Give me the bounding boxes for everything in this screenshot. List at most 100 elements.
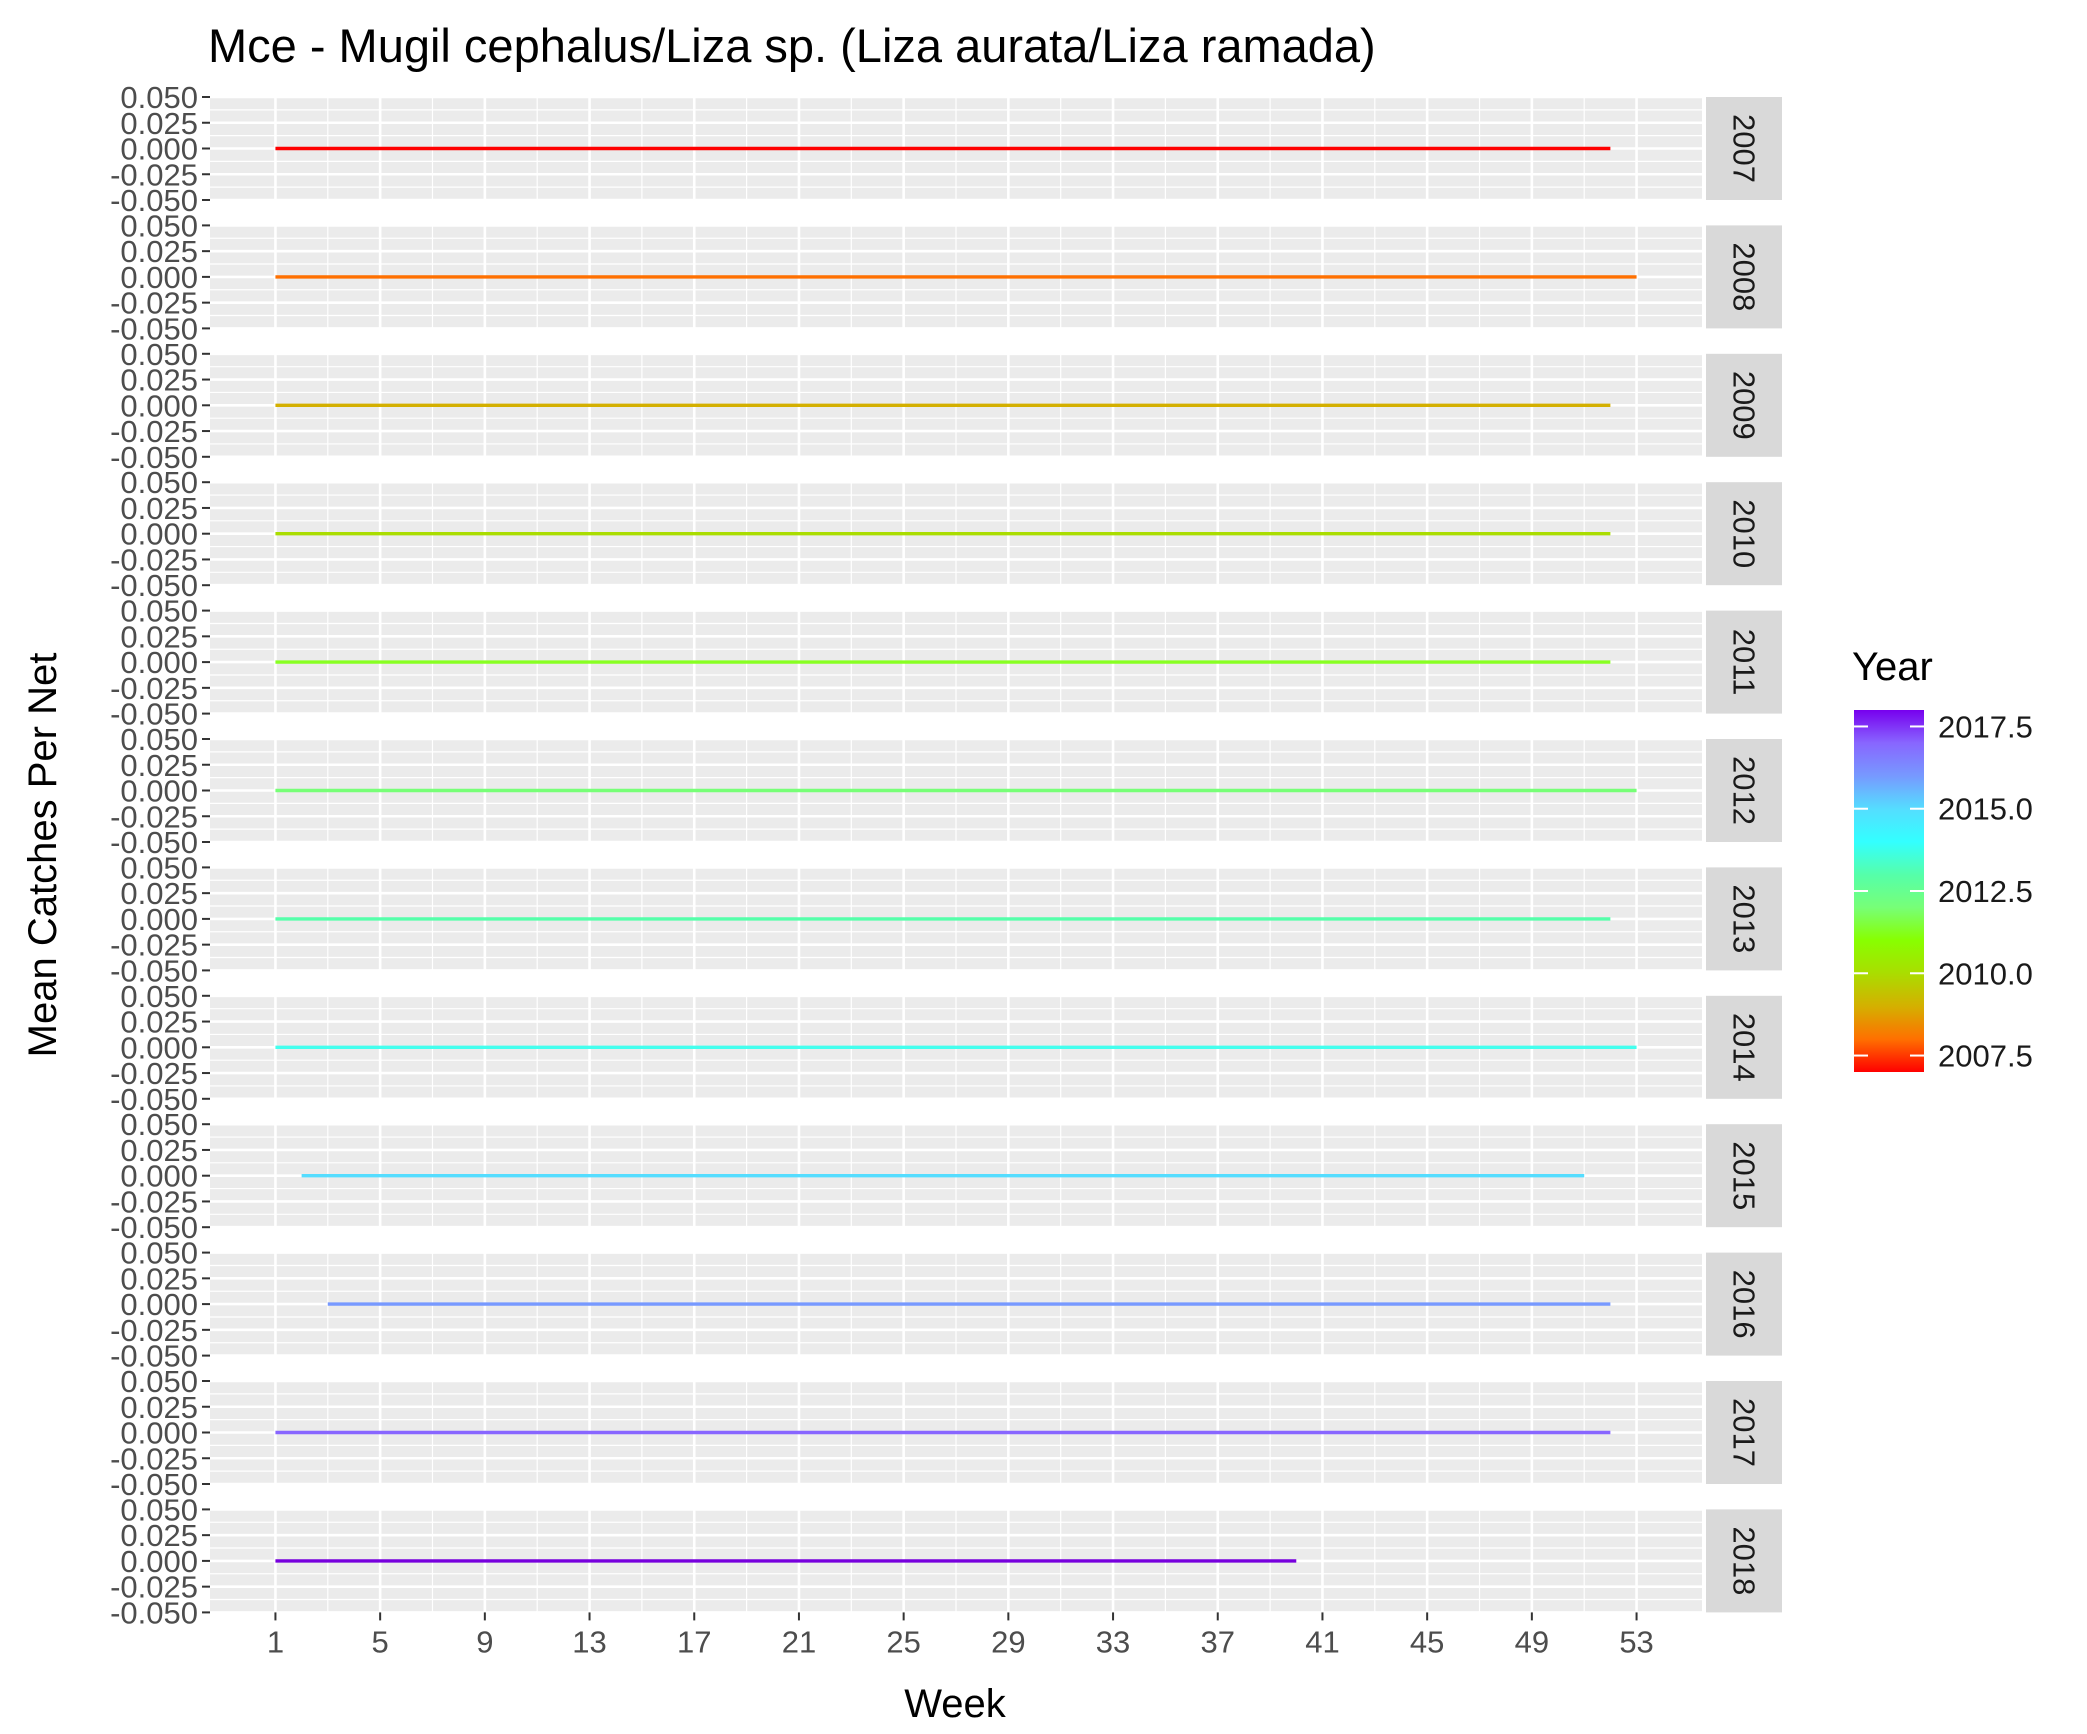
y-tick-label: -0.025 (110, 542, 198, 577)
y-tick-label: -0.050 (110, 568, 198, 603)
y-tick-label: 0.050 (120, 850, 198, 885)
facet-strip-label: 2008 (1727, 242, 1762, 311)
y-tick-label: 0.025 (120, 876, 198, 911)
y-tick-label: 0.000 (120, 1416, 198, 1451)
legend-tick-label: 2015.0 (1938, 792, 2033, 827)
y-tick-label: -0.050 (110, 953, 198, 988)
facet-strip (1706, 995, 1782, 1099)
facet-strip (1706, 482, 1782, 586)
y-tick-label: 0.000 (120, 902, 198, 937)
y-tick-label: 0.050 (120, 1492, 198, 1527)
y-axis-title: Mean Catches Per Net (21, 653, 65, 1058)
y-tick-label: 0.025 (120, 234, 198, 269)
y-tick-label: 0.050 (120, 1364, 198, 1399)
facet-strip (1706, 353, 1782, 457)
y-tick-label: 0.050 (120, 1236, 198, 1271)
y-tick-label: -0.025 (110, 414, 198, 449)
x-tick-label: 25 (886, 1624, 920, 1659)
legend: Year 2007.5 2010.0 2012.5 2015.0 2017.5 (1852, 645, 2033, 1074)
y-tick-label: -0.025 (110, 1313, 198, 1348)
facet-strip (1706, 1509, 1782, 1613)
y-tick-label: -0.050 (110, 311, 198, 346)
x-tick-label: 49 (1515, 1624, 1549, 1659)
legend-title: Year (1852, 645, 1933, 689)
y-tick-label: -0.025 (110, 1056, 198, 1091)
y-tick-label: 0.025 (120, 491, 198, 526)
y-tick-label: -0.050 (110, 1467, 198, 1502)
y-tick-label: -0.050 (110, 1082, 198, 1117)
y-tick-label: 0.050 (120, 979, 198, 1014)
x-tick-label: 41 (1305, 1624, 1339, 1659)
x-tick-label: 21 (782, 1624, 816, 1659)
y-tick-label: 0.000 (120, 645, 198, 680)
y-tick-label: 0.050 (120, 208, 198, 243)
y-tick-label: 0.025 (120, 1261, 198, 1296)
y-tick-label: -0.050 (110, 1210, 198, 1245)
y-tick-label: -0.050 (110, 440, 198, 475)
facet-strip-label: 2007 (1727, 114, 1762, 183)
x-tick-label: 45 (1410, 1624, 1444, 1659)
x-tick-label: 13 (572, 1624, 606, 1659)
facet-strip-label: 2010 (1727, 499, 1762, 568)
y-tick-label: 0.025 (120, 619, 198, 654)
y-tick-label: -0.025 (110, 157, 198, 192)
y-tick-label: 0.000 (120, 1544, 198, 1579)
y-tick-label: 0.050 (120, 594, 198, 629)
y-tick-label: 0.025 (120, 1390, 198, 1425)
y-tick-label: -0.050 (110, 1339, 198, 1374)
y-tick-label: -0.025 (110, 1184, 198, 1219)
y-tick-label: 0.000 (120, 774, 198, 809)
facet-strip-label: 2011 (1727, 629, 1762, 696)
facet-strip-label: 2012 (1727, 756, 1762, 825)
legend-tick-label: 2010.0 (1938, 956, 2033, 991)
facet-strip (1706, 97, 1782, 200)
facet-strip (1706, 610, 1782, 714)
y-tick-label: -0.025 (110, 799, 198, 834)
y-tick-label: 0.025 (120, 363, 198, 398)
x-tick-label: 29 (991, 1624, 1025, 1659)
y-tick-label: 0.000 (120, 260, 198, 295)
chart-title: Mce - Mugil cephalus/Liza sp. (Liza aura… (208, 19, 1376, 72)
facet-strip-label: 2014 (1727, 1013, 1762, 1082)
x-tick-label: 9 (476, 1624, 493, 1659)
facet-strip (1706, 225, 1782, 329)
facet-strip-label: 2017 (1727, 1398, 1762, 1467)
x-axis-title: Week (904, 1682, 1007, 1726)
y-tick-label: 0.025 (120, 748, 198, 783)
y-tick-label: 0.000 (120, 1287, 198, 1322)
y-tick-label: 0.025 (120, 1005, 198, 1040)
x-tick-label: 33 (1096, 1624, 1130, 1659)
facet-strip-label: 2013 (1727, 884, 1762, 953)
y-tick-label: 0.050 (120, 465, 198, 500)
y-tick-label: 0.000 (120, 517, 198, 552)
facet-strip-label: 2018 (1727, 1526, 1762, 1595)
y-tick-label: 0.000 (120, 132, 198, 167)
x-tick-label: 1 (267, 1624, 284, 1659)
x-tick-label: 17 (677, 1624, 711, 1659)
legend-tick-label: 2007.5 (1938, 1039, 2033, 1074)
x-tick-label: 53 (1619, 1624, 1653, 1659)
facet-strip (1706, 1252, 1782, 1356)
y-tick-label: -0.050 (110, 825, 198, 860)
y-tick-label: -0.050 (110, 183, 198, 218)
facet-strip (1706, 1381, 1782, 1484)
y-tick-label: 0.000 (120, 388, 198, 423)
y-tick-label: 0.000 (120, 1159, 198, 1194)
facet-strip (1706, 1124, 1782, 1228)
y-tick-label: -0.025 (110, 1570, 198, 1605)
facet-strip-label: 2016 (1727, 1270, 1762, 1339)
y-tick-label: 0.025 (120, 1133, 198, 1168)
y-tick-label: 0.050 (120, 1107, 198, 1142)
